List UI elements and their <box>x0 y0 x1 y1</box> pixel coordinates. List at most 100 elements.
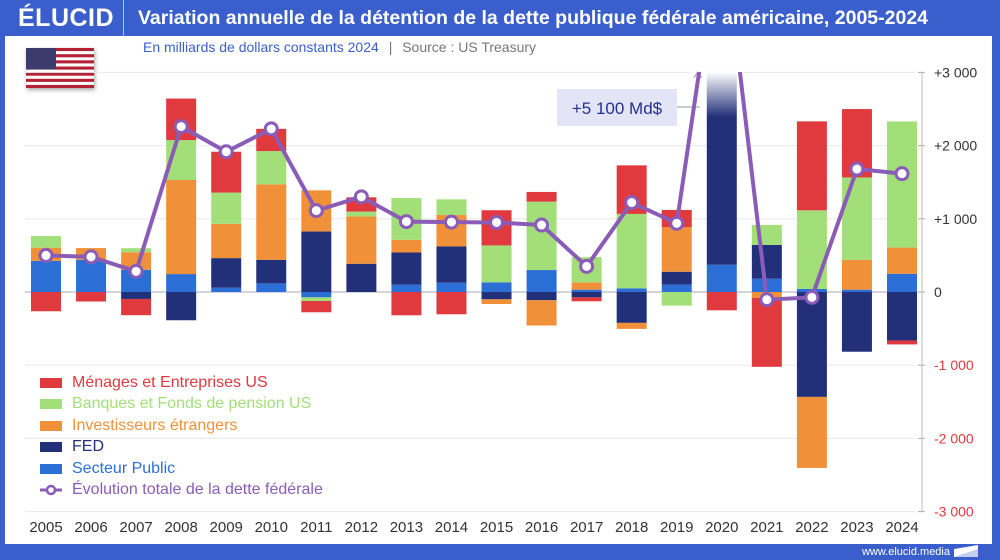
x-tick-label: 2017 <box>570 519 603 536</box>
total-point-2015 <box>489 214 505 230</box>
bar-households-2020 <box>706 292 737 311</box>
bar-banks-2018 <box>616 213 647 289</box>
bar-fed-2012 <box>346 263 377 292</box>
bar-foreign-2008 <box>166 180 197 275</box>
legend-swatch <box>40 442 62 453</box>
bar-fed-2023 <box>841 292 872 352</box>
x-tick-label: 2014 <box>435 519 468 536</box>
bar-fed-2010 <box>256 259 287 284</box>
bar-foreign-2015 <box>481 299 512 305</box>
bar-households-2021 <box>751 298 782 367</box>
total-point-2023 <box>849 161 865 177</box>
x-tick-label: 2019 <box>660 519 693 536</box>
us-flag-icon <box>26 48 94 88</box>
annotation-box <box>557 89 677 126</box>
bar-fed-2024 <box>887 292 917 341</box>
bar-fed-2008 <box>166 292 197 321</box>
subtitle-separator: | <box>388 39 393 55</box>
total-point-2016 <box>534 217 550 233</box>
total-point-2024 <box>894 166 910 182</box>
bar-foreign-2016 <box>526 300 557 326</box>
bar-fed-2020 <box>706 72 737 265</box>
x-tick-label: 2007 <box>119 519 152 536</box>
chart-subtitle: En milliards de dollars constants 2024 |… <box>143 39 536 55</box>
y-tick-label: -1 000 <box>934 357 974 373</box>
total-point-2010 <box>263 121 279 137</box>
legend-item-households: Ménages et Entreprises US <box>40 372 323 394</box>
bar-banks-2005 <box>31 236 61 248</box>
legend-swatch <box>40 420 62 431</box>
legend-item-fed: FED <box>40 437 323 459</box>
line-marker-icon <box>40 485 62 496</box>
total-point-2007 <box>128 263 144 279</box>
y-tick-label: +3 000 <box>934 64 977 80</box>
legend-item-banks: Banques et Fonds de pension US <box>40 394 323 416</box>
total-point-2017 <box>579 258 595 274</box>
bar-banks-2009 <box>211 192 242 224</box>
legend-swatch <box>40 463 62 474</box>
bar-banks-2012 <box>346 211 377 217</box>
bar-fed-2016 <box>526 292 557 301</box>
bar-households-2007 <box>121 298 152 316</box>
x-tick-label: 2023 <box>840 519 873 536</box>
legend-item-total: Évolution totale de la dette fédérale <box>40 480 323 502</box>
bar-public-2010 <box>256 283 287 292</box>
x-tick-label: 2008 <box>164 519 197 536</box>
bar-public-2006 <box>76 259 107 292</box>
x-tick-label: 2021 <box>750 519 783 536</box>
bar-households-2011 <box>301 301 332 313</box>
bar-public-2009 <box>211 287 242 292</box>
x-tick-label: 2018 <box>615 519 648 536</box>
bar-fed-2009 <box>211 258 242 288</box>
bar-banks-2024 <box>887 121 917 248</box>
x-tick-label: 2006 <box>74 519 107 536</box>
bar-public-2015 <box>481 282 512 292</box>
legend-label: Investisseurs étrangers <box>72 416 238 434</box>
bar-public-2020 <box>706 264 737 292</box>
x-tick-label: 2022 <box>795 519 828 536</box>
x-tick-label: 2015 <box>480 519 513 536</box>
x-tick-label: 2020 <box>705 519 738 536</box>
bar-foreign-2010 <box>256 184 287 260</box>
bar-households-2005 <box>31 292 61 312</box>
bar-fed-2007 <box>121 292 152 299</box>
bar-public-2013 <box>391 284 422 292</box>
bar-households-2014 <box>436 292 467 315</box>
bar-public-2008 <box>166 274 197 292</box>
bar-public-2018 <box>616 288 647 292</box>
total-point-2009 <box>218 144 234 160</box>
legend-label: Banques et Fonds de pension US <box>72 395 312 413</box>
y-tick-label: -3 000 <box>934 504 974 520</box>
bar-fed-2021 <box>751 244 782 279</box>
total-point-2008 <box>173 119 189 135</box>
bar-foreign-2007 <box>121 252 152 270</box>
x-tick-label: 2005 <box>29 519 62 536</box>
bar-households-2006 <box>76 292 107 302</box>
bar-banks-2011 <box>301 297 332 302</box>
total-point-2019 <box>669 215 685 231</box>
bar-banks-2015 <box>481 245 512 283</box>
legend-label: Évolution totale de la dette fédérale <box>72 481 323 499</box>
bar-public-2024 <box>887 273 917 292</box>
bar-households-2024 <box>887 340 917 345</box>
x-tick-label: 2013 <box>390 519 423 536</box>
total-point-2005 <box>38 247 54 263</box>
bar-fed-2019 <box>661 271 692 285</box>
bar-foreign-2012 <box>346 216 377 264</box>
x-tick-label: 2009 <box>210 519 243 536</box>
bar-fed-2018 <box>616 292 647 323</box>
bar-foreign-2022 <box>796 396 827 468</box>
bar-foreign-2019 <box>661 227 692 272</box>
bar-public-2007 <box>121 269 152 292</box>
bar-banks-2007 <box>121 248 152 253</box>
y-tick-label: +2 000 <box>934 138 977 154</box>
x-tick-label: 2011 <box>300 519 332 536</box>
bar-foreign-2013 <box>391 239 422 253</box>
bar-foreign-2018 <box>616 322 647 329</box>
bar-fed-2022 <box>796 292 827 397</box>
y-tick-label: -2 000 <box>934 430 974 446</box>
bar-foreign-2024 <box>887 247 917 274</box>
total-point-2014 <box>443 214 459 230</box>
legend: Ménages et Entreprises US Banques et Fond… <box>40 372 323 501</box>
